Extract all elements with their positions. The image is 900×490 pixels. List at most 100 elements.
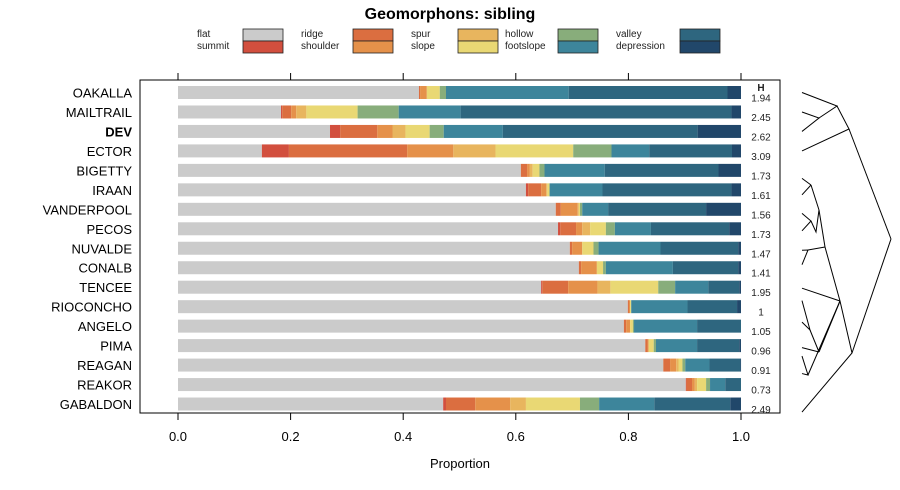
bar-segment-depression — [729, 222, 741, 236]
dendrogram-branch — [848, 128, 892, 240]
bar-segment-shoulder — [377, 124, 393, 138]
h-value: 0.96 — [751, 347, 771, 358]
bar-segment-shoulder — [692, 378, 695, 392]
y-label-nuvalde: NUVALDE — [72, 241, 133, 256]
y-label-dev: DEV — [105, 124, 132, 139]
bar-segment-flat — [178, 378, 686, 392]
bar-segment-footslope — [634, 319, 698, 333]
bar-segment-footslope — [544, 163, 605, 177]
chart-title: Geomorphons: sibling — [365, 6, 536, 23]
bar-segment-shoulder — [628, 300, 631, 314]
bar-segment-valley — [502, 124, 698, 138]
bar-row-pima — [178, 339, 741, 353]
h-value: 2.62 — [751, 132, 771, 143]
bar-segment-depression — [739, 280, 741, 294]
bar-segment-shoulder — [576, 222, 583, 236]
dendrogram-branch — [801, 300, 811, 332]
bar-row-bigetty — [178, 163, 741, 177]
h-value: 1.73 — [751, 230, 771, 241]
bar-segment-hollow — [593, 241, 599, 255]
dendrogram-branch — [801, 300, 853, 413]
bar-segment-valley — [604, 163, 719, 177]
bar-segment-footslope — [445, 86, 569, 99]
bar-segment-flat — [178, 358, 664, 372]
bar-segment-hollow — [429, 124, 444, 138]
dendrogram-branch — [810, 184, 820, 211]
legend-swatch-flat — [242, 28, 284, 42]
bar-segment-depression — [731, 144, 741, 158]
bar-segment-footslope — [710, 378, 726, 392]
h-value: 2.45 — [751, 113, 771, 124]
bar-segment-flat — [178, 300, 628, 314]
bar-segment-slope — [525, 397, 580, 411]
bar-segment-ridge — [418, 86, 421, 99]
dendrogram-branch — [801, 249, 809, 265]
dendrogram-branch — [818, 300, 841, 353]
dendrogram-branch — [801, 355, 809, 376]
bar-row-reagan — [178, 358, 742, 372]
h-value: 1 — [758, 308, 764, 319]
h-value: 1.05 — [751, 327, 771, 338]
h-value: 1.73 — [751, 171, 771, 182]
bar-segment-shoulder — [572, 241, 583, 255]
h-value: 1.56 — [751, 210, 771, 221]
bar-segment-ridge — [555, 202, 561, 216]
bar-segment-shoulder — [475, 397, 511, 411]
bar-segment-slope — [678, 358, 683, 372]
bar-segment-depression — [727, 86, 741, 99]
bar-segment-flat — [178, 124, 331, 138]
dendrogram-branch — [801, 111, 821, 132]
legend-label-shoulder: shoulder — [301, 41, 340, 52]
bar-segment-ridge — [578, 261, 582, 275]
bar-row-conalb — [178, 261, 741, 275]
legend-swatch-footslope — [557, 40, 599, 54]
bar-segment-slope — [630, 319, 633, 333]
bar-segment-flat — [178, 144, 262, 158]
bar-segment-slope — [578, 202, 580, 216]
bar-segment-summit — [685, 378, 687, 392]
bar-segment-depression — [739, 339, 741, 353]
bar-segment-ridge — [528, 183, 542, 197]
bar-segment-spur — [577, 202, 579, 216]
h-value: 1.95 — [751, 288, 771, 299]
bar-segment-spur — [546, 183, 548, 197]
y-label-bigetty: BIGETTY — [76, 163, 132, 178]
bar-segment-ridge — [340, 124, 378, 138]
bar-segment-footslope — [598, 241, 661, 255]
bar-segment-spur — [392, 124, 406, 138]
bar-segment-valley — [460, 105, 732, 119]
bar-segment-slope — [648, 339, 654, 353]
bar-segment-flat — [178, 183, 526, 197]
bar-segment-valley — [649, 144, 732, 158]
bar-segment-summit — [330, 124, 341, 138]
bar-segment-flat — [178, 397, 444, 411]
bar-segment-hollow — [682, 358, 686, 372]
bar-segment-spur — [597, 280, 611, 294]
bar-segment-valley — [602, 183, 732, 197]
bar-segment-footslope — [599, 397, 655, 411]
h-value: 1.94 — [751, 94, 771, 105]
y-axis-labels: OAKALLA MAILTRAIL DEV ECTOR BIGETTY IRAAN VAND… — [43, 86, 133, 413]
legend-label-depression: depression — [616, 41, 665, 52]
bar-segment-shoulder — [647, 339, 649, 353]
bar-segment-depression — [697, 124, 741, 138]
bar-segment-depression — [738, 261, 741, 275]
legend-label-footslope: footslope — [505, 41, 546, 52]
bar-segment-flat — [178, 86, 419, 99]
bar-segment-slope — [697, 378, 707, 392]
y-label-iraan: IRAAN — [92, 183, 132, 198]
bar-segment-depression — [738, 241, 741, 255]
bar-segment-valley — [660, 241, 739, 255]
bar-segment-footslope — [675, 280, 709, 294]
legend-label-spur: spur — [411, 29, 431, 40]
bar-segment-footslope — [655, 339, 698, 353]
h-column-header: H — [757, 83, 764, 94]
bar-segment-ridge — [288, 144, 408, 158]
bar-segment-valley — [725, 378, 741, 392]
bar-segment-shoulder — [568, 280, 598, 294]
bar-segment-footslope — [605, 261, 673, 275]
bar-segment-depression — [740, 358, 742, 372]
bar-segment-flat — [178, 241, 570, 255]
h-value: 1.61 — [751, 191, 771, 202]
